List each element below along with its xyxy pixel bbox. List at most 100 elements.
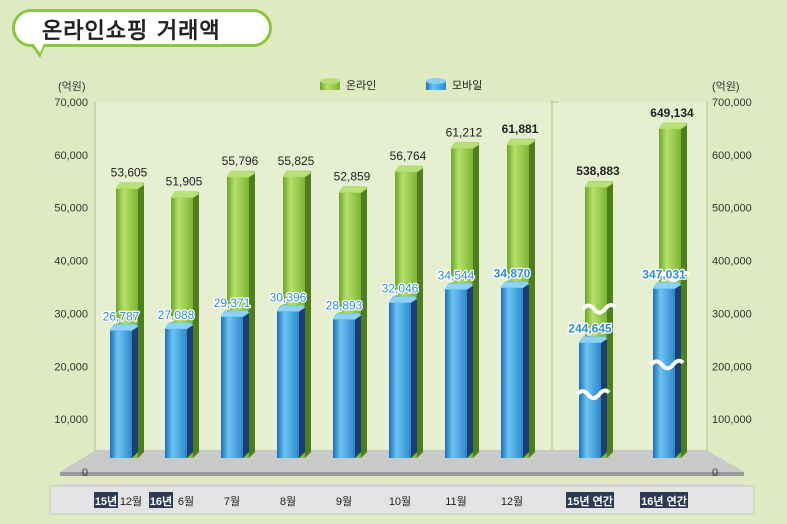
mobile-value-label: 30,396 xyxy=(270,290,307,304)
mobile-value-label: 32,046 xyxy=(382,282,419,296)
bar-side-face xyxy=(467,283,473,458)
bar-top-face xyxy=(220,310,250,318)
bar-top-face xyxy=(226,170,256,178)
bar-top-face xyxy=(652,282,682,289)
bar-side-face xyxy=(243,310,249,458)
category-year-badge xyxy=(94,492,118,508)
legend-swatch-online xyxy=(320,81,340,90)
bar-top-face xyxy=(394,165,424,173)
category-year-label: 16년 연간 xyxy=(641,494,687,508)
bar-front-face xyxy=(445,289,467,458)
bar-top-face xyxy=(500,281,530,288)
right-tick-label: 0 xyxy=(712,467,718,479)
bar-side-face xyxy=(607,181,613,458)
mobile-bar xyxy=(164,322,194,458)
category-year-label: 15년 연간 xyxy=(567,494,613,508)
left-tick-label: 20,000 xyxy=(54,361,88,373)
bar-front-face xyxy=(277,311,299,458)
bar-break-mark xyxy=(575,388,611,401)
left-tick-label: 30,000 xyxy=(54,308,88,320)
bar-break-mark xyxy=(649,358,685,371)
bar-top-face xyxy=(282,170,312,178)
chart-title: 온라인쇼핑 거래액 xyxy=(42,19,221,44)
bar-front-face xyxy=(501,287,523,458)
bar-side-face xyxy=(411,296,417,458)
right-tick-label: 700,000 xyxy=(712,97,752,109)
mobile-value-label: 28,893 xyxy=(326,298,363,312)
bar-top-face xyxy=(578,336,608,343)
category-year-badge xyxy=(566,492,614,508)
bar-side-face xyxy=(473,142,479,458)
bar-side-face xyxy=(138,182,144,458)
mobile-value-label: 26,787 xyxy=(103,309,140,323)
bar-top-face xyxy=(506,138,536,146)
bar-side-face xyxy=(355,313,361,458)
bar-side-face xyxy=(601,336,607,458)
floor-edge xyxy=(60,472,744,476)
mobile-value-label: 347,031 xyxy=(642,268,686,282)
bar-front-face xyxy=(165,328,187,458)
bar-front-face xyxy=(389,302,411,458)
bar-side-face xyxy=(417,165,423,458)
mobile-bar xyxy=(388,296,418,458)
online-value-label: 51,905 xyxy=(166,175,203,189)
bar-side-face xyxy=(132,324,138,458)
mobile-bar xyxy=(276,305,306,458)
bar-side-face xyxy=(249,171,255,458)
bar-break-mark xyxy=(655,270,691,283)
bar-side-face xyxy=(299,305,305,458)
right-tick-label: 600,000 xyxy=(712,150,752,162)
online-value-label: 538,883 xyxy=(576,164,620,178)
title-bubble xyxy=(12,9,272,47)
bar-front-face xyxy=(653,288,675,458)
online-value-label: 649,134 xyxy=(650,106,694,120)
legend-swatch-top xyxy=(320,78,340,84)
bar-side-face xyxy=(529,138,535,458)
right-tick-label: 100,000 xyxy=(712,414,752,426)
category-month-label: 11월 xyxy=(445,495,467,508)
right-tick-label: 500,000 xyxy=(712,203,752,215)
online-value-label: 53,605 xyxy=(111,166,148,180)
legend-swatch-mobile xyxy=(426,81,446,90)
bar-top-face xyxy=(444,283,474,290)
category-month-label: 9월 xyxy=(336,495,352,508)
category-month-label: 7월 xyxy=(224,495,240,508)
left-tick-label: 0 xyxy=(82,467,88,479)
category-year-label: 16년 xyxy=(150,494,172,508)
left-tick-label: 40,000 xyxy=(54,256,88,268)
left-axis-unit: (억원) xyxy=(58,80,86,93)
bar-top-face xyxy=(450,142,480,149)
legend-swatch-top xyxy=(426,78,446,84)
mobile-bar xyxy=(332,312,362,458)
mobile-bar xyxy=(500,281,530,458)
bar-top-face xyxy=(338,186,368,193)
bar-break-mark xyxy=(581,302,617,315)
bar-top-face xyxy=(658,122,688,130)
online-value-label: 52,859 xyxy=(334,170,371,184)
category-month-label: 10월 xyxy=(389,495,411,508)
mobile-value-label: 27,088 xyxy=(158,308,195,322)
mobile-value-label: 34,870 xyxy=(494,267,531,281)
online-value-label: 55,796 xyxy=(222,154,259,168)
bar-top-face xyxy=(170,191,200,198)
bar-side-face xyxy=(675,282,681,458)
bar-top-face xyxy=(276,305,306,312)
mobile-value-label: 34,544 xyxy=(438,268,475,282)
right-tick-label: 300,000 xyxy=(712,308,752,320)
category-month-label: 8월 xyxy=(280,495,296,508)
left-wall xyxy=(94,102,96,474)
online-value-label: 61,881 xyxy=(502,122,539,136)
bar-top-face xyxy=(109,324,139,331)
mobile-bar xyxy=(444,283,474,458)
mobile-bar xyxy=(220,310,250,458)
bar-side-face xyxy=(193,191,199,458)
bar-front-face xyxy=(110,330,132,458)
category-year-badge xyxy=(640,492,688,508)
mobile-value-label: 29,371 xyxy=(214,296,251,310)
bar-top-face xyxy=(115,182,145,189)
mobile-bar xyxy=(109,324,139,458)
left-tick-label: 10,000 xyxy=(54,414,88,426)
bar-front-face xyxy=(221,316,243,458)
